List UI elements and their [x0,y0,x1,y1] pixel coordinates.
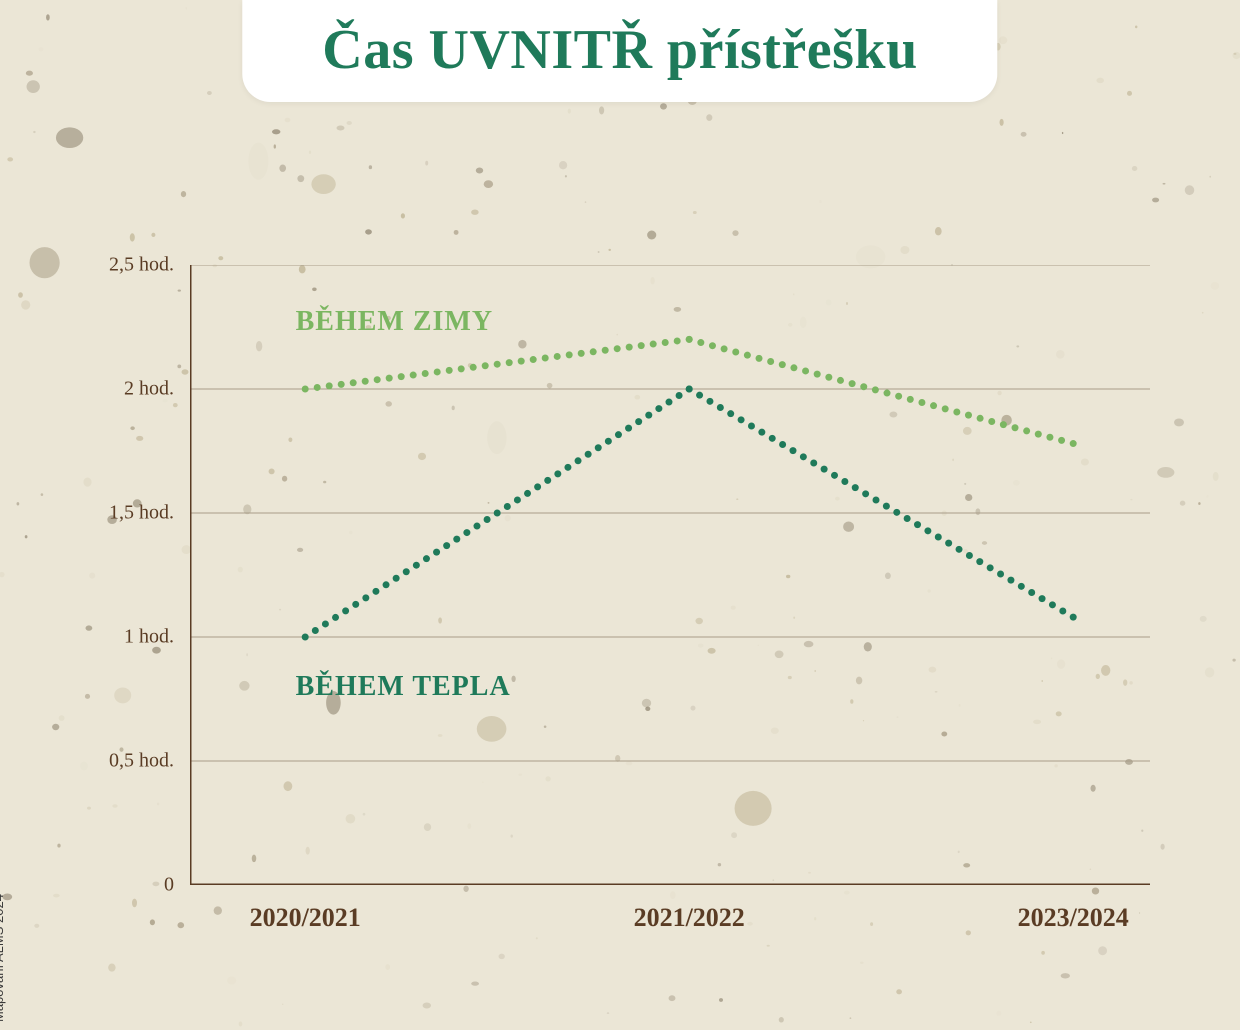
series-label-warm: BĚHEM TEPLA [296,671,511,703]
y-tick-label: 1,5 hod. [109,502,190,525]
y-tick-label: 0,5 hod. [109,750,190,773]
x-tick-label: 2020/2021 [250,885,361,933]
y-tick-label: 1 hod. [124,626,190,649]
series-label-winter: BĚHEM ZIMY [296,306,493,338]
title-tab: Čas UVNITŘ přístřešku [242,0,997,102]
chart-area: 00,5 hod.1 hod.1,5 hod.2 hod.2,5 hod.202… [190,265,1150,885]
y-tick-label: 2 hod. [124,378,190,401]
credit-text: Mapování ALMŠ 2024 [0,894,6,1022]
y-tick-label: 2,5 hod. [109,254,190,277]
chart-title: Čas UVNITŘ přístřešku [322,18,917,82]
y-tick-label: 0 [164,874,190,897]
page-root: Čas UVNITŘ přístřešku 00,5 hod.1 hod.1,5… [0,0,1240,1030]
x-tick-label: 2021/2022 [634,885,745,933]
x-tick-label: 2023/2024 [1018,885,1129,933]
chart-svg [190,265,1150,885]
